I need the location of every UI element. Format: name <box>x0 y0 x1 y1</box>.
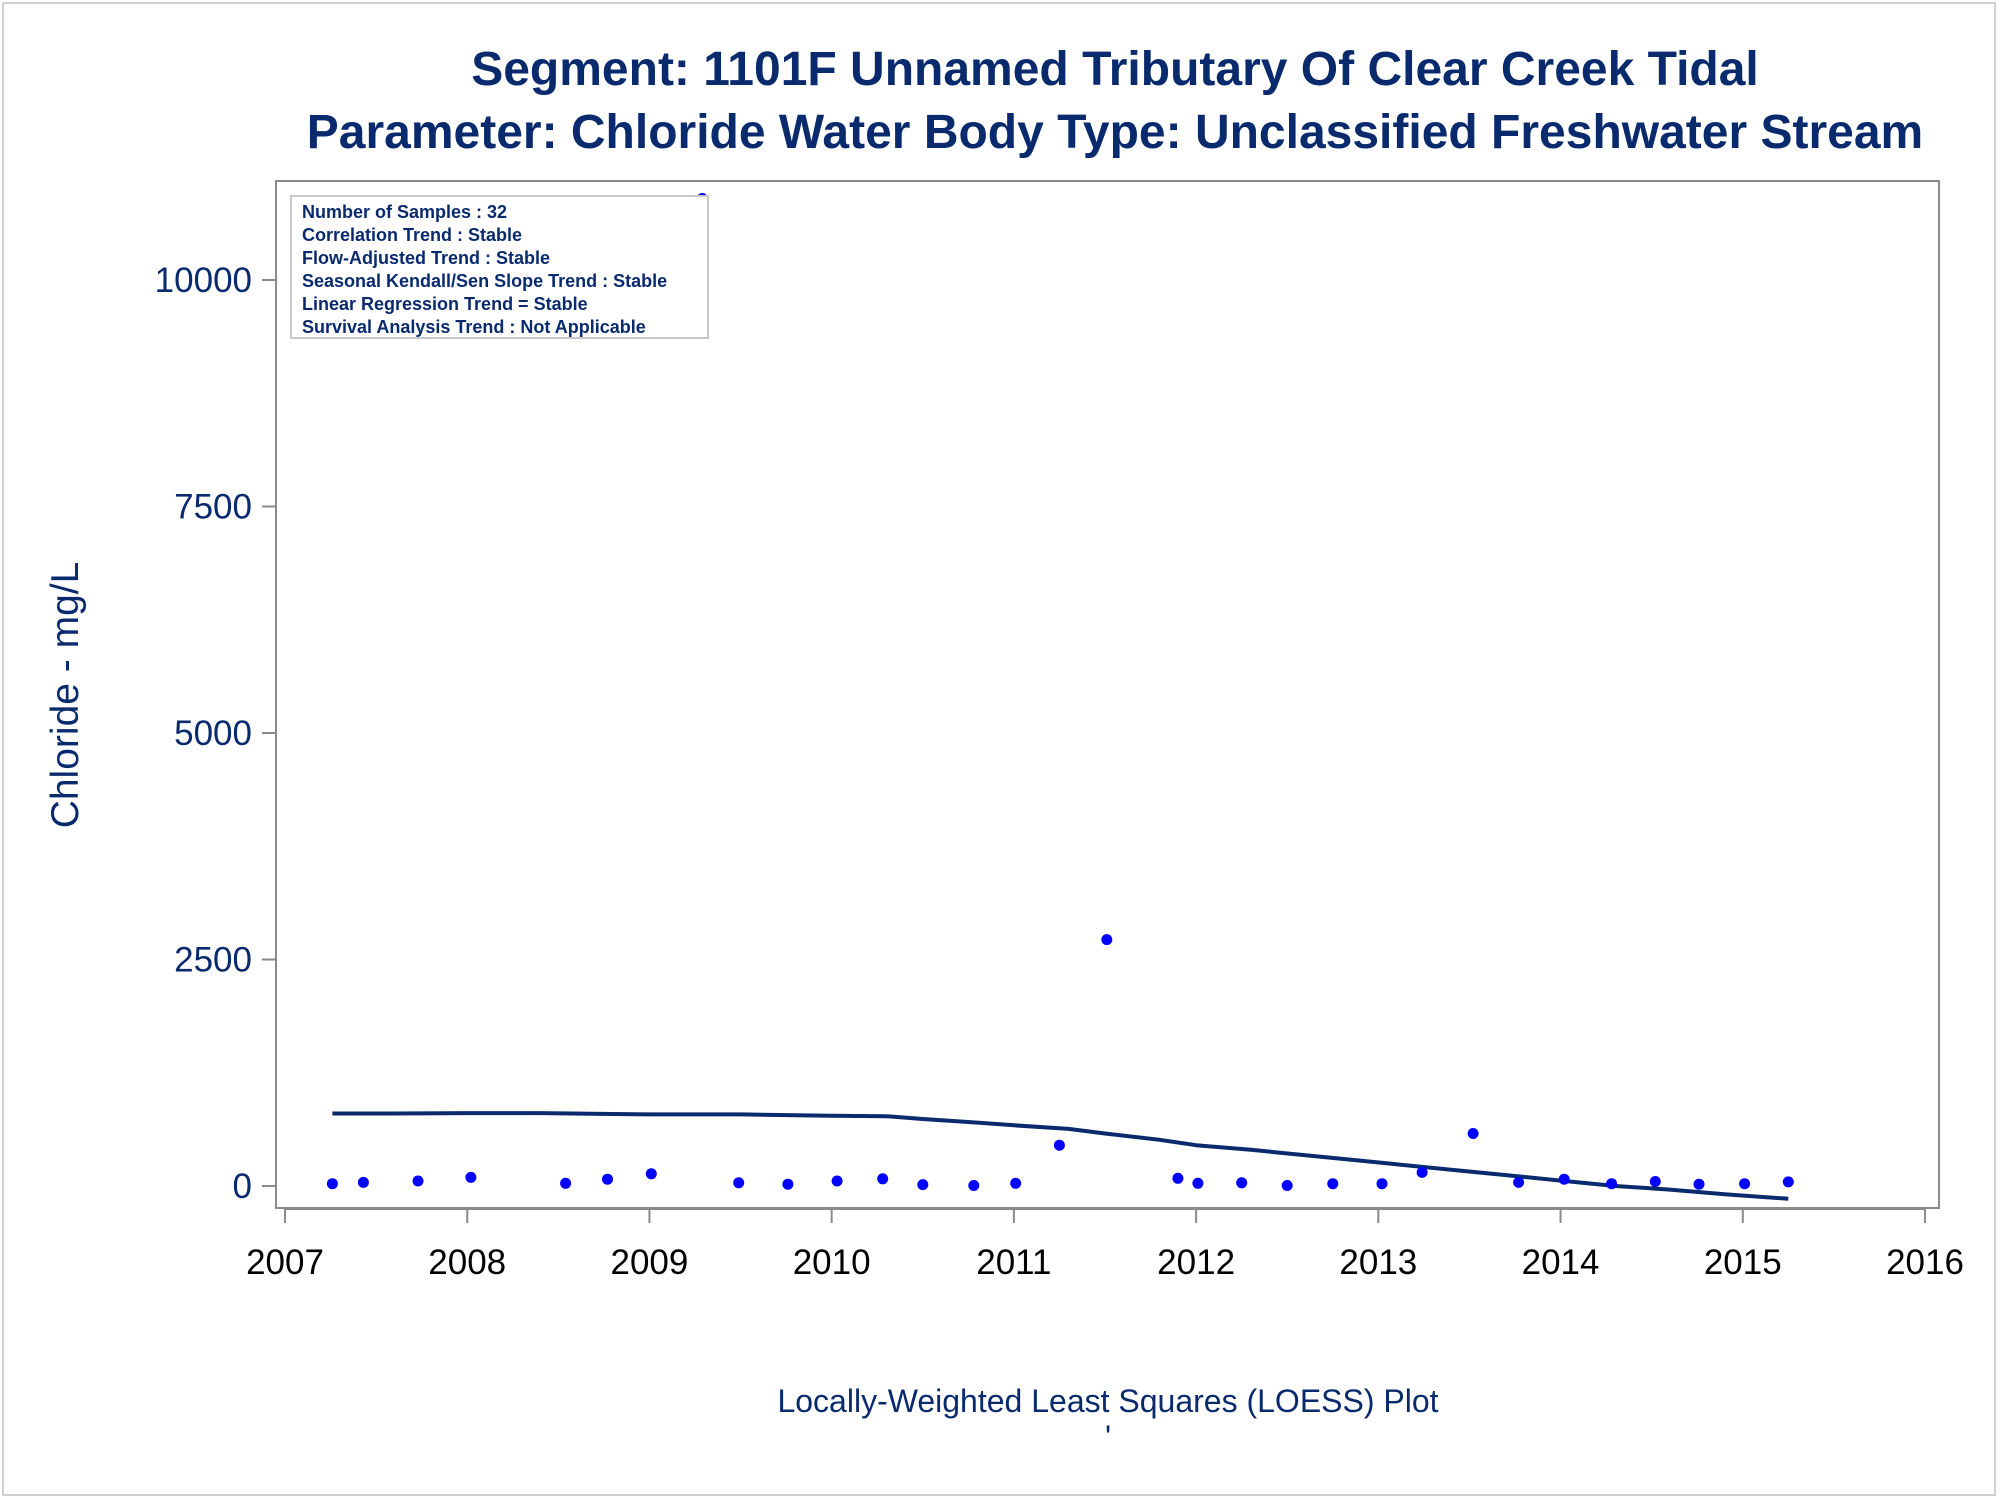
y-tick-label: 7500 <box>174 488 252 527</box>
sample-point <box>1053 1139 1065 1151</box>
x-tick-label: 2007 <box>246 1243 324 1282</box>
sample-point <box>1467 1128 1479 1139</box>
sample-point <box>1513 1176 1525 1188</box>
x-axis: 2007 2008 2009 2010 2011 2012 2013 2014 2015 2016 <box>246 1208 1964 1282</box>
loess-trend-line <box>332 1111 1789 1201</box>
x-tick-label: 2010 <box>793 1243 871 1282</box>
sample-point <box>602 1173 613 1185</box>
sample-point <box>1010 1177 1022 1189</box>
sample-point <box>917 1179 929 1191</box>
stats-line-survival: Survival Analysis Trend : Not Applicable <box>302 317 646 337</box>
sample-point <box>1649 1176 1661 1187</box>
stats-legend-frame <box>290 195 709 339</box>
sample-point <box>733 1177 745 1189</box>
sample-point <box>465 1171 477 1183</box>
chart-footnote-mark: ' <box>1105 1419 1111 1455</box>
x-tick-label: 2012 <box>1157 1243 1235 1282</box>
x-tick-label: 2008 <box>428 1243 506 1282</box>
sample-point <box>412 1175 424 1187</box>
y-tick-label: 10000 <box>155 261 252 300</box>
chart-subtitle: Parameter: Chloride Water Body Type: Unc… <box>307 106 1923 159</box>
stats-line-correlation: Correlation Trend : Stable <box>302 225 522 245</box>
sample-point <box>1101 934 1113 946</box>
sample-point <box>1739 1178 1751 1190</box>
sample-point <box>782 1178 794 1190</box>
chart-title: Segment: 1101F Unnamed Tributary Of Clea… <box>471 43 1759 96</box>
chart-footnote: Locally-Weighted Least Squares (LOESS) P… <box>777 1383 1438 1419</box>
sample-point <box>1416 1166 1428 1178</box>
sample-point <box>1693 1178 1705 1190</box>
y-tick-label: 5000 <box>174 714 252 753</box>
sample-point <box>831 1175 843 1187</box>
chart-marks <box>326 193 1794 1201</box>
sample-point <box>1281 1180 1293 1191</box>
x-tick-label: 2016 <box>1886 1243 1964 1282</box>
x-tick-label: 2015 <box>1704 1243 1782 1282</box>
y-tick-label: 2500 <box>174 941 252 980</box>
sample-point <box>1558 1173 1570 1185</box>
stats-legend-box: Number of Samples : 32 Correlation Trend… <box>290 195 709 339</box>
stats-line-linear-regression: Linear Regression Trend = Stable <box>302 294 588 314</box>
sample-point <box>645 1168 657 1180</box>
sample-point <box>560 1177 572 1189</box>
x-tick-label: 2009 <box>611 1243 689 1282</box>
sample-point <box>1236 1177 1248 1189</box>
x-tick-label: 2014 <box>1522 1243 1600 1282</box>
sample-point <box>877 1173 889 1185</box>
y-axis-label: Chloride - mg/L <box>44 562 87 829</box>
stats-line-seasonal-kendall: Seasonal Kendall/Sen Slope Trend : Stabl… <box>302 271 667 291</box>
sample-point <box>326 1178 338 1190</box>
y-tick-label: 0 <box>233 1167 252 1206</box>
sample-point <box>357 1176 369 1188</box>
sample-point <box>1782 1176 1794 1188</box>
y-axis: 0 2500 5000 7500 10000 <box>155 261 276 1206</box>
sample-point <box>1192 1177 1204 1189</box>
sample-point <box>1172 1172 1184 1184</box>
x-tick-label: 2011 <box>976 1243 1051 1282</box>
sample-point <box>1327 1178 1339 1190</box>
stats-line-flow-adjusted: Flow-Adjusted Trend : Stable <box>302 248 550 268</box>
x-tick-label: 2013 <box>1339 1243 1417 1282</box>
stats-line-samples: Number of Samples : 32 <box>302 202 507 222</box>
sample-point <box>1606 1178 1618 1190</box>
sample-point <box>968 1180 980 1191</box>
sample-point <box>1376 1178 1388 1190</box>
